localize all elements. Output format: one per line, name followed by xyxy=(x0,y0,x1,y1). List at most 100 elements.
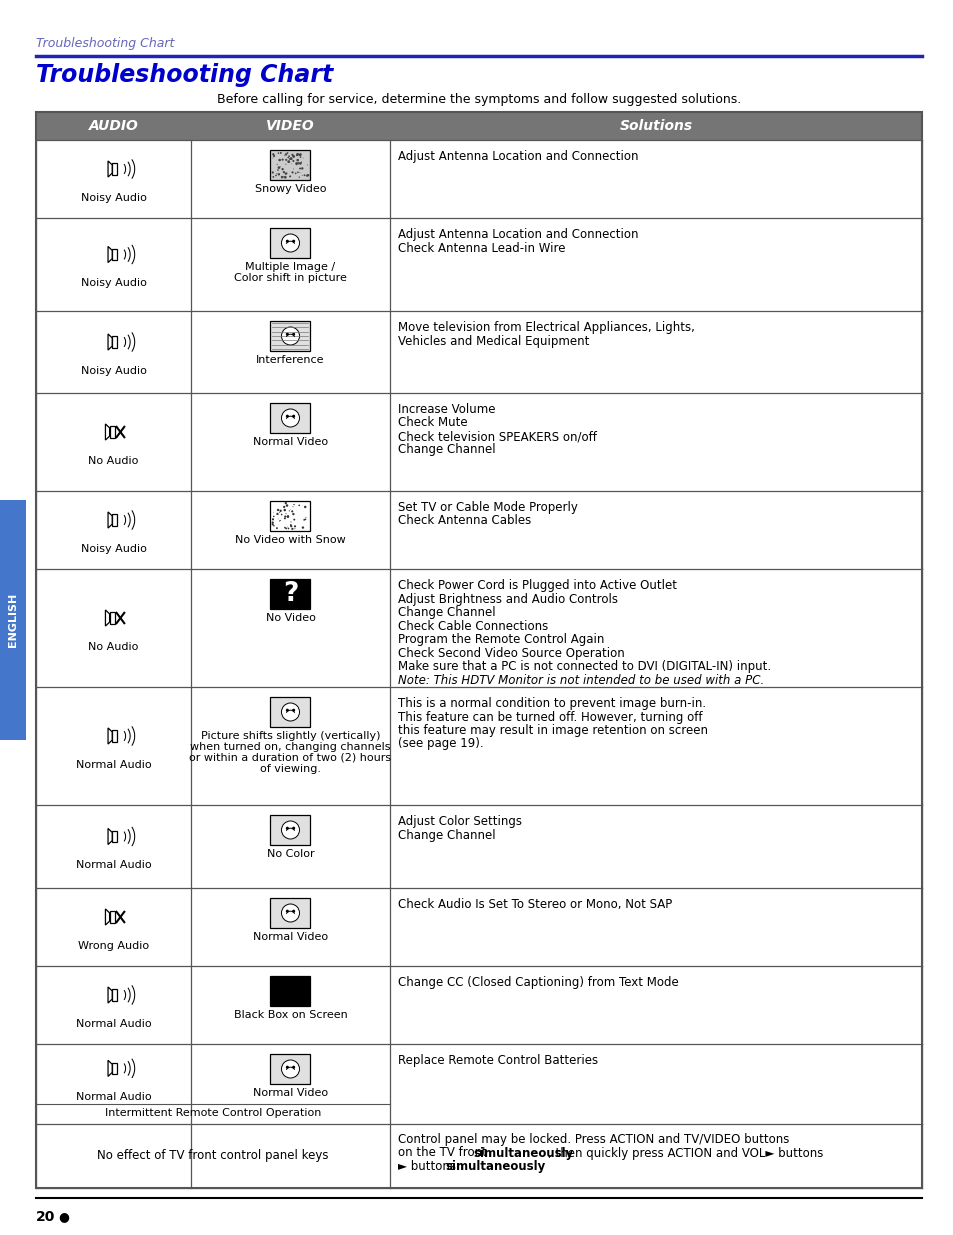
Circle shape xyxy=(277,152,279,154)
Circle shape xyxy=(272,519,274,520)
Text: No effect of TV front control panel keys: No effect of TV front control panel keys xyxy=(97,1150,329,1162)
Bar xyxy=(271,976,310,1007)
Bar xyxy=(110,911,114,923)
Bar xyxy=(36,393,921,492)
Circle shape xyxy=(292,156,294,158)
Circle shape xyxy=(287,161,290,163)
Bar xyxy=(271,403,310,433)
Bar xyxy=(112,1062,117,1074)
Polygon shape xyxy=(108,513,112,529)
Bar xyxy=(36,687,921,805)
Circle shape xyxy=(292,513,294,515)
Text: .: . xyxy=(519,1160,523,1173)
Circle shape xyxy=(303,174,305,177)
Circle shape xyxy=(286,1066,289,1068)
Polygon shape xyxy=(108,247,112,263)
Circle shape xyxy=(276,509,279,511)
Circle shape xyxy=(273,516,274,517)
Circle shape xyxy=(291,510,293,513)
Text: Change Channel: Change Channel xyxy=(397,829,496,841)
Bar xyxy=(271,501,310,531)
Polygon shape xyxy=(108,829,112,845)
Text: Before calling for service, determine the symptoms and follow suggested solution: Before calling for service, determine th… xyxy=(216,93,740,106)
Circle shape xyxy=(292,1066,294,1068)
Circle shape xyxy=(295,153,298,156)
Circle shape xyxy=(287,515,289,517)
Text: Check Power Cord is Plugged into Active Outlet: Check Power Cord is Plugged into Active … xyxy=(397,579,677,592)
Circle shape xyxy=(273,177,274,178)
Text: Normal Video: Normal Video xyxy=(253,932,328,942)
Circle shape xyxy=(281,158,283,161)
Text: Solutions: Solutions xyxy=(618,119,692,133)
Text: this feature may result in image retention on screen: this feature may result in image retenti… xyxy=(397,724,707,737)
Text: Troubleshooting Chart: Troubleshooting Chart xyxy=(36,37,174,49)
Bar xyxy=(112,989,117,1000)
Circle shape xyxy=(291,527,294,530)
Circle shape xyxy=(297,162,299,164)
Text: No Video with Snow: No Video with Snow xyxy=(234,535,346,545)
Text: ENGLISH: ENGLISH xyxy=(8,593,18,647)
Text: Adjust Brightness and Audio Controls: Adjust Brightness and Audio Controls xyxy=(397,593,618,605)
Circle shape xyxy=(284,515,286,517)
Polygon shape xyxy=(108,1061,112,1077)
Circle shape xyxy=(298,153,301,156)
Circle shape xyxy=(286,415,289,417)
Text: Multiple Image /: Multiple Image / xyxy=(245,262,335,272)
Text: Check Cable Connections: Check Cable Connections xyxy=(397,620,548,632)
Text: Noisy Audio: Noisy Audio xyxy=(80,543,146,555)
Bar xyxy=(112,730,117,742)
Circle shape xyxy=(273,525,274,526)
Bar xyxy=(36,140,921,219)
Text: Noisy Audio: Noisy Audio xyxy=(80,279,146,289)
Circle shape xyxy=(292,240,294,243)
Circle shape xyxy=(284,517,286,520)
Circle shape xyxy=(293,161,294,162)
Bar xyxy=(36,966,921,1044)
Bar xyxy=(271,321,310,351)
Text: Check Second Video Source Operation: Check Second Video Source Operation xyxy=(397,646,624,659)
Circle shape xyxy=(286,910,289,913)
Text: , then quickly press ACTION and VOL► buttons: , then quickly press ACTION and VOL► but… xyxy=(548,1146,826,1160)
Circle shape xyxy=(300,162,302,163)
Bar xyxy=(36,112,191,140)
Text: or within a duration of two (2) hours: or within a duration of two (2) hours xyxy=(190,753,391,763)
Circle shape xyxy=(273,154,274,157)
Circle shape xyxy=(286,826,289,830)
Circle shape xyxy=(280,514,282,515)
Circle shape xyxy=(292,172,294,173)
Text: ► buttons: ► buttons xyxy=(397,1160,459,1173)
Circle shape xyxy=(285,527,287,530)
Circle shape xyxy=(286,709,289,711)
Circle shape xyxy=(301,167,303,169)
Circle shape xyxy=(295,154,297,156)
Polygon shape xyxy=(106,424,110,440)
Text: Program the Remote Control Again: Program the Remote Control Again xyxy=(397,634,604,646)
Circle shape xyxy=(290,524,292,526)
Circle shape xyxy=(292,332,294,336)
Circle shape xyxy=(281,168,283,170)
Text: ●: ● xyxy=(58,1210,69,1223)
Circle shape xyxy=(288,527,289,530)
Circle shape xyxy=(301,526,304,529)
Circle shape xyxy=(281,703,299,721)
Circle shape xyxy=(282,170,285,173)
Bar xyxy=(36,311,921,393)
Text: Check television SPEAKERS on/off: Check television SPEAKERS on/off xyxy=(397,430,597,443)
Text: No Color: No Color xyxy=(267,848,314,860)
Bar xyxy=(36,112,921,1188)
Circle shape xyxy=(278,159,280,161)
Text: Note: This HDTV Monitor is not intended to be used with a PC.: Note: This HDTV Monitor is not intended … xyxy=(397,673,763,687)
Circle shape xyxy=(291,153,294,156)
Polygon shape xyxy=(108,987,112,1003)
Text: Check Audio Is Set To Stereo or Mono, Not SAP: Check Audio Is Set To Stereo or Mono, No… xyxy=(397,898,672,911)
Circle shape xyxy=(290,157,293,161)
Text: Change CC (Closed Captioning) from Text Mode: Change CC (Closed Captioning) from Text … xyxy=(397,976,678,989)
Text: VIDEO: VIDEO xyxy=(266,119,314,133)
Circle shape xyxy=(284,501,287,504)
Text: Adjust Antenna Location and Connection: Adjust Antenna Location and Connection xyxy=(397,149,638,163)
Bar xyxy=(110,426,114,438)
Circle shape xyxy=(272,524,274,525)
Text: Noisy Audio: Noisy Audio xyxy=(80,193,146,203)
Circle shape xyxy=(278,159,280,162)
Circle shape xyxy=(274,174,276,177)
